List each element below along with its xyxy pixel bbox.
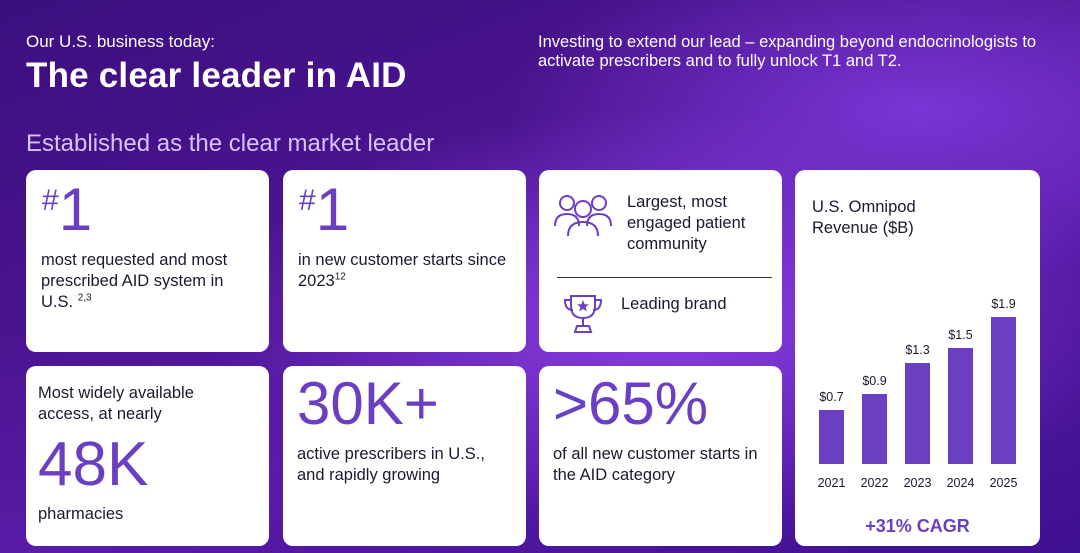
- card-new-customer-starts: #1 in new customer starts since 202312: [283, 170, 526, 352]
- pharmacy-count: 48K: [38, 430, 149, 499]
- stat-text: in new customer starts since 2023: [298, 251, 507, 290]
- card-divider: [557, 277, 772, 278]
- stat-rank: #1: [42, 180, 92, 240]
- bar-value-label: $0.9: [862, 374, 887, 388]
- card-most-requested: #1 most requested and most prescribed AI…: [26, 170, 269, 352]
- footnote-ref: 12: [334, 271, 346, 283]
- intro-text: Investing to extend our lead – expanding…: [538, 33, 1037, 70]
- x-tick-label: 2021: [817, 476, 846, 490]
- hash-sign: #: [42, 184, 59, 217]
- trophy-star-icon: [561, 292, 605, 341]
- bar-2025: [991, 317, 1016, 464]
- bar-value-label: $1.3: [905, 343, 930, 357]
- x-tick-label: 2023: [903, 476, 932, 490]
- bar-value-label: $1.9: [991, 297, 1016, 311]
- x-tick-label: 2025: [989, 476, 1018, 490]
- bar-2024: [948, 348, 973, 464]
- brand-label: Leading brand: [621, 295, 727, 313]
- pharmacies-label: pharmacies: [38, 505, 124, 523]
- rank-number: 1: [315, 176, 350, 243]
- page-title: The clear leader in AID: [26, 56, 407, 95]
- bar-value-label: $0.7: [819, 390, 844, 404]
- card-pharmacies: Most widely available access, at nearly …: [26, 366, 269, 546]
- bar-2021: [819, 410, 844, 464]
- bar-2022: [862, 394, 887, 464]
- access-lead-text: Most widely available access, at nearly: [38, 384, 194, 423]
- community-row: Largest, most engaged patient community: [553, 192, 777, 255]
- x-tick-label: 2022: [860, 476, 889, 490]
- x-tick-label: 2024: [946, 476, 975, 490]
- stat-description: most requested and most prescribed AID s…: [41, 250, 256, 313]
- eyebrow-text: Our U.S. business today:: [26, 32, 215, 51]
- brand-row: Leading brand: [561, 292, 741, 341]
- chart-title: U.S. Omnipod Revenue ($B): [812, 198, 916, 237]
- prescriber-count: 30K+: [297, 370, 439, 437]
- footnote-ref: 2,3: [77, 292, 92, 304]
- community-label: Largest, most engaged patient community: [627, 193, 746, 253]
- prescriber-text: active prescribers in U.S., and rapidly …: [297, 445, 485, 484]
- card-market-share: >65% of all new customer starts in the A…: [539, 366, 782, 546]
- hash-sign: #: [299, 184, 316, 217]
- community-people-icon: [553, 192, 613, 243]
- stat-description: in new customer starts since 202312: [298, 250, 513, 292]
- bar-value-label: $1.5: [948, 328, 973, 342]
- card-revenue-chart: U.S. Omnipod Revenue ($B) $0.7 2021 $0.9 20…: [795, 170, 1040, 546]
- card-community-brand: Largest, most engaged patient community …: [539, 170, 782, 352]
- card-prescribers: 30K+ active prescribers in U.S., and rap…: [283, 366, 526, 546]
- stat-text: most requested and most prescribed AID s…: [41, 251, 228, 311]
- section-title: Established as the clear market leader: [26, 130, 435, 157]
- stat-rank: #1: [299, 180, 349, 240]
- share-percent: >65%: [553, 370, 709, 437]
- bar-2023: [905, 363, 930, 464]
- share-text: of all new customer starts in the AID ca…: [553, 445, 758, 484]
- cagr-annotation: +31% CAGR: [865, 516, 970, 536]
- rank-number: 1: [58, 176, 93, 243]
